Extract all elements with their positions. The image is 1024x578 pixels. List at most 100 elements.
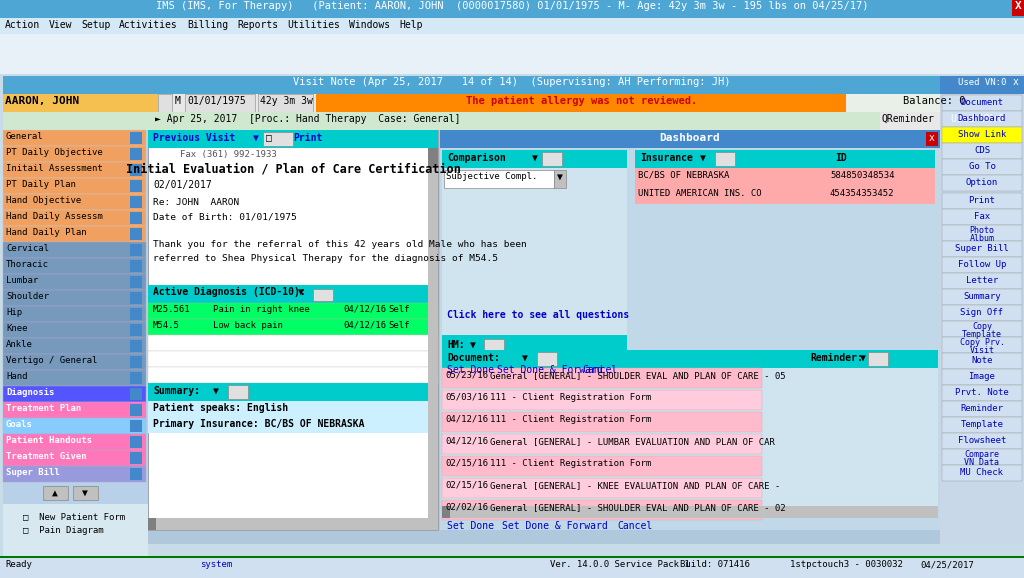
Bar [3,242,146,258]
Bar [3,76,1021,544]
Text: Thoracic: Thoracic [6,260,49,269]
Text: Fax (361) 992-1933: Fax (361) 992-1933 [179,150,276,159]
Text: Sign Off: Sign Off [961,308,1004,317]
Bar [942,175,1022,191]
Text: Vertigo / General: Vertigo / General [6,356,97,365]
Bar [635,150,935,168]
Bar [130,436,142,448]
Text: ► Apr 25, 2017  [Proc.: Hand Therapy  Case: General]: ► Apr 25, 2017 [Proc.: Hand Therapy Case… [155,114,461,124]
Bar [484,339,504,353]
Text: 111 - Client Registration Form: 111 - Client Registration Form [490,415,651,424]
Text: Low back pain: Low back pain [213,321,283,330]
Bar [942,385,1022,401]
Bar [3,146,146,162]
Bar [442,350,938,368]
Text: IMS (IMS, For Therapy)   (Patient: AARON, JOHN  (0000017580) 01/01/1975 - M- Age: IMS (IMS, For Therapy) (Patient: AARON, … [156,1,868,11]
Text: Windows: Windows [349,20,390,30]
Text: 04/12/16: 04/12/16 [343,305,386,314]
Text: 454354353452: 454354353452 [830,189,895,198]
Bar [130,276,142,288]
Bar [554,170,566,188]
Text: ▼: ▼ [470,340,476,350]
Bar [3,290,146,306]
Bar [715,152,735,166]
Bar [148,130,438,148]
Text: Summary:: Summary: [153,386,200,396]
Text: ▼: ▼ [860,353,866,363]
Text: Document: Document [961,98,1004,107]
Bar [442,150,627,350]
Text: BC/BS OF NEBRASKA: BC/BS OF NEBRASKA [638,171,729,180]
Bar [148,417,438,433]
Text: M25.561: M25.561 [153,305,190,314]
Bar [942,241,1022,257]
Bar [0,0,1024,18]
Bar [942,273,1022,289]
Text: Build: 071416: Build: 071416 [680,560,750,569]
Text: Visit Note (Apr 25, 2017   14 of 14)  (Supervising: AH Performing: JH): Visit Note (Apr 25, 2017 14 of 14) (Supe… [293,77,731,87]
Text: Super Bill: Super Bill [6,468,59,477]
Bar [130,404,142,416]
Text: Self: Self [388,305,410,314]
Bar [3,194,146,210]
Text: 04/12/16: 04/12/16 [343,321,386,330]
Text: 02/15/16: 02/15/16 [445,459,488,468]
Text: Hip: Hip [6,308,23,317]
Bar [940,76,1024,94]
Bar [442,390,762,410]
Bar [635,186,935,204]
Bar [313,289,333,301]
Text: Compare: Compare [965,450,999,459]
Bar [442,381,450,393]
Text: Activities: Activities [119,20,178,30]
Text: Reminder: Reminder [961,404,1004,413]
Bar [148,319,438,335]
Text: referred to Shea Physical Therapy for the diagnosis of M54.5: referred to Shea Physical Therapy for th… [153,254,498,263]
Bar [442,506,938,518]
Text: Dashboard: Dashboard [957,114,1007,123]
Text: Shoulder: Shoulder [6,292,49,301]
Bar [185,94,255,112]
Text: QReminder: QReminder [882,114,935,124]
Bar [1012,0,1024,16]
Bar [942,159,1022,175]
Text: General [GENERAL] - SHOULDER EVAL AND PLAN OF CARE - 05: General [GENERAL] - SHOULDER EVAL AND PL… [490,371,785,380]
Text: General [GENERAL] - LUMBAR EVALUATION AND PLAN OF CAR: General [GENERAL] - LUMBAR EVALUATION AN… [490,437,775,446]
Bar [130,132,142,144]
Bar [537,352,557,366]
Text: Set Done & Forward: Set Done & Forward [497,365,603,375]
Bar [316,94,846,112]
Bar [442,381,627,393]
Text: Pain in right knee: Pain in right knee [213,305,309,314]
Bar [942,143,1022,159]
Bar [148,518,438,530]
Text: □  New Patient Form: □ New Patient Form [23,512,125,521]
Text: Prvt. Note: Prvt. Note [955,388,1009,397]
Text: General [GENERAL] - KNEE EVALUATION AND PLAN OF CARE -: General [GENERAL] - KNEE EVALUATION AND … [490,481,780,490]
Text: M: M [175,96,181,106]
Bar [3,354,146,370]
Text: ▼: ▼ [253,133,259,143]
Text: Comparison: Comparison [447,153,506,163]
Text: ▼: ▼ [700,153,706,163]
Text: Ready: Ready [5,560,32,569]
Bar [158,94,172,112]
Bar [635,168,935,186]
Bar [942,305,1022,321]
Text: Re: JOHN  AARON: Re: JOHN AARON [153,198,240,207]
Bar [130,260,142,272]
Text: The patient allergy was not reviewed.: The patient allergy was not reviewed. [466,96,697,106]
Bar [428,148,438,530]
Text: 01/01/1975: 01/01/1975 [187,96,246,106]
Bar [3,162,146,178]
Bar [440,130,940,148]
Bar [43,486,68,500]
Bar [148,383,438,401]
Bar [542,152,562,166]
Text: Letter: Letter [966,276,998,285]
Text: Cervical: Cervical [6,244,49,253]
Text: 111 - Client Registration Form: 111 - Client Registration Form [490,459,651,468]
Text: PT Daily Objective: PT Daily Objective [6,148,102,157]
Bar [428,148,438,168]
Text: Hand Daily Plan: Hand Daily Plan [6,228,87,237]
